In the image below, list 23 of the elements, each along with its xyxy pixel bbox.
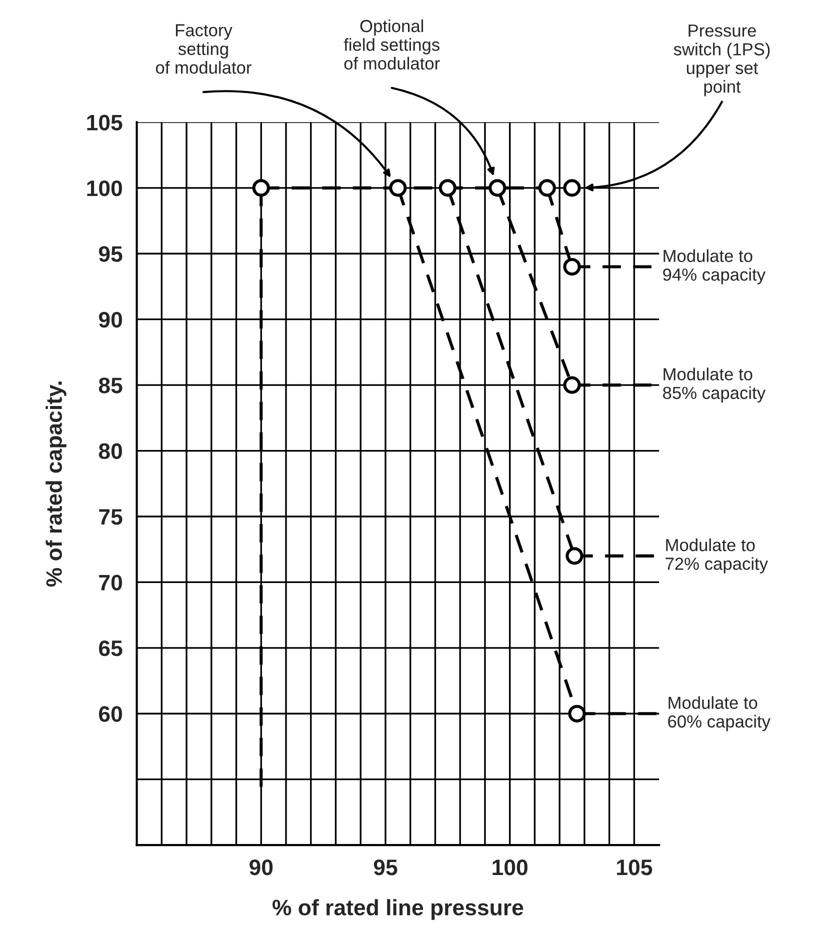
text: Modulate to 85% capacity [663,368,766,402]
y-tick-label: 85 [98,378,122,394]
y-tick-label: 75 [99,509,122,525]
x-tick-label: 95 [374,860,398,876]
x-tick-label: 90 [250,860,273,876]
text: Modulate to 94% capacity [663,249,766,284]
y-tick-label: 95 [98,246,122,262]
y-tick-label: 100 [87,180,122,196]
y-tick-label: 90 [98,312,122,328]
x-axis-title: % of rated line pressure [272,899,524,920]
y-tick-label: 60 [98,706,122,722]
text: Optional field settings of modulator [344,19,440,70]
text: Factory setting of modulator [156,24,252,74]
y-tick-label: 65 [98,640,122,656]
text: Pressure switch (1PS) upper set point [674,24,770,96]
x-tick-label: 105 [617,860,652,876]
text: Modulate to 60% capacity [668,696,770,732]
y-tick-label: 70 [99,574,122,590]
y-tick-label: 105 [87,114,122,130]
x-tick-label: 100 [492,860,528,876]
y-axis-title: % of rated capacity. [46,382,66,587]
text: Modulate to 72% capacity [666,538,768,574]
y-tick-label: 80 [98,443,122,460]
